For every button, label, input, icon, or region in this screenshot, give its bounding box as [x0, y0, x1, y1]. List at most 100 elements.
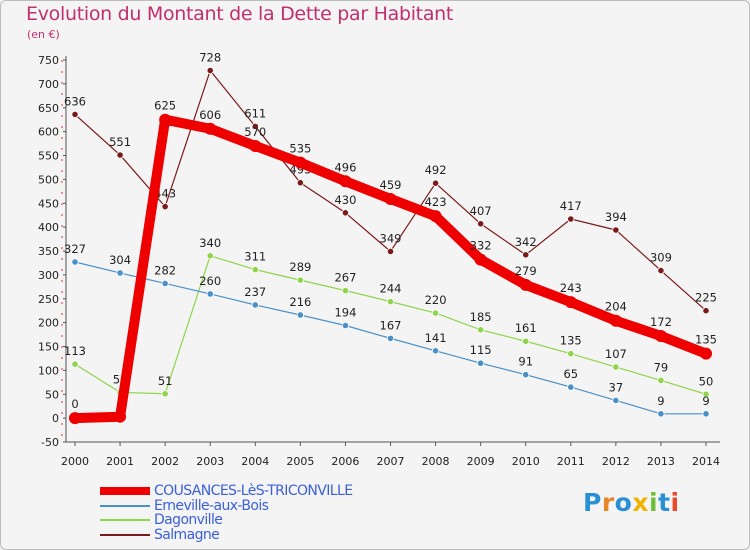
brand-letter: r [601, 488, 615, 517]
data-point [296, 179, 304, 187]
brand-logo: Proxiti [583, 488, 680, 517]
data-label: 636 [64, 94, 86, 108]
y-tick-label: 500 [38, 173, 59, 186]
data-point [341, 287, 350, 295]
data-label: 279 [515, 264, 537, 278]
data-point [71, 360, 79, 368]
data-point [161, 202, 169, 211]
data-point [296, 311, 304, 319]
legend-item: Erneville-aux-Bois [100, 499, 352, 514]
y-tick-label: 100 [38, 364, 59, 377]
data-point [71, 258, 79, 266]
data-label: 65 [563, 367, 578, 381]
data-label: 342 [515, 235, 537, 249]
y-tick-label: 300 [38, 269, 59, 282]
brand-letter: x [632, 488, 649, 517]
data-label: 113 [64, 344, 86, 358]
data-point [114, 410, 127, 423]
data-label: 267 [334, 271, 356, 285]
data-point [249, 139, 262, 152]
data-label: 135 [560, 334, 582, 348]
data-label: 216 [289, 295, 311, 309]
data-point [431, 347, 440, 355]
data-point [700, 347, 712, 360]
data-label: 443 [154, 187, 176, 201]
brand-letter: i [670, 488, 680, 517]
data-label: 204 [605, 300, 627, 314]
data-label: 311 [244, 250, 266, 264]
x-tick-label: 2001 [106, 455, 134, 468]
chart-title: Evolution du Montant de la Dette par Hab… [26, 3, 454, 25]
x-tick-label: 2003 [196, 455, 224, 468]
data-point [116, 269, 124, 277]
data-point [702, 410, 710, 418]
y-tick-label: 250 [38, 293, 59, 306]
data-label: 50 [699, 374, 714, 388]
brand-letter: o [614, 488, 633, 517]
data-point [431, 309, 440, 317]
data-label: 141 [425, 331, 447, 345]
data-point [386, 247, 395, 256]
data-point [609, 314, 622, 327]
data-point [612, 363, 620, 371]
data-label: 349 [380, 231, 402, 245]
data-point [386, 334, 395, 342]
data-point [431, 179, 440, 187]
data-label: 185 [470, 310, 492, 324]
data-label: 91 [518, 355, 533, 369]
data-label: 243 [560, 281, 582, 295]
legend-item: Dagonville [100, 513, 352, 528]
data-label: 551 [109, 135, 131, 149]
data-point [206, 252, 214, 260]
data-label: 332 [470, 239, 492, 253]
legend: COUSANCES-LèS-TRICONVILLE Erneville-aux-B… [100, 484, 353, 542]
data-label: 423 [425, 195, 447, 209]
x-tick-label: 2011 [557, 455, 585, 468]
x-tick-label: 2012 [602, 455, 630, 468]
data-point [657, 376, 665, 385]
x-tick-label: 2013 [647, 455, 675, 468]
data-point [341, 209, 350, 217]
y-tick-label: 50 [45, 388, 59, 401]
data-label: 172 [650, 315, 672, 329]
data-point [429, 210, 442, 223]
data-label: 340 [199, 236, 221, 250]
x-tick-label: 2000 [61, 455, 89, 468]
data-point [564, 296, 577, 309]
data-label: 107 [605, 347, 627, 361]
data-label: 135 [695, 333, 717, 347]
legend-swatch [100, 487, 150, 496]
data-point [654, 329, 667, 342]
data-point [251, 301, 259, 309]
chart-subtitle: (en €) [27, 28, 60, 41]
data-label: 327 [64, 242, 86, 256]
data-label: 161 [515, 321, 537, 335]
data-point [296, 276, 304, 284]
data-label: 244 [380, 282, 402, 296]
data-point [522, 337, 530, 345]
data-point [702, 307, 710, 315]
data-point [206, 290, 214, 298]
data-point [522, 251, 530, 259]
y-tick-label: -50 [41, 436, 59, 449]
data-label: 167 [380, 318, 402, 332]
y-tick-label: 650 [38, 102, 59, 115]
data-point [612, 226, 620, 234]
data-point [161, 279, 169, 288]
data-point [159, 113, 172, 126]
data-point [657, 266, 665, 275]
data-label: 194 [334, 305, 356, 319]
data-point [116, 151, 124, 159]
data-point [702, 390, 710, 398]
data-label: 430 [334, 193, 356, 207]
data-point [477, 326, 485, 334]
data-label: 115 [470, 343, 492, 357]
data-label: 309 [650, 251, 672, 265]
data-label: 304 [109, 253, 131, 267]
data-label: 496 [334, 160, 356, 174]
data-label: 289 [289, 260, 311, 274]
data-label: 611 [244, 106, 266, 120]
data-label: 535 [289, 142, 311, 156]
data-label: 9 [702, 394, 709, 408]
data-point [474, 253, 487, 266]
